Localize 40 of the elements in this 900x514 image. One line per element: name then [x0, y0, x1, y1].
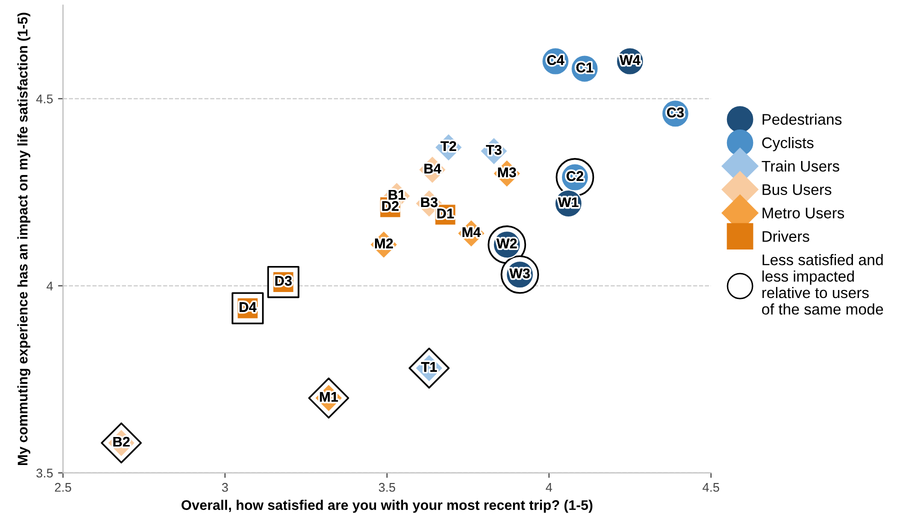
annotation: W3 [509, 268, 530, 278]
annotation: D3 [275, 276, 292, 286]
legend-label: Train Users [762, 160, 840, 172]
x-tick-label: 4 [546, 483, 552, 492]
legend-label: Bus Users [762, 184, 832, 196]
y-axis-title: My commuting experience has an impact on my life satisfaction (1-5) [17, 12, 30, 465]
annotation: C4 [547, 55, 564, 65]
x-tick-label: 3 [222, 482, 228, 492]
annotation: M1 [320, 392, 338, 402]
x-axis-title: Overall, how satisfied are you with your most recent trip? (1-5) [182, 500, 592, 513]
x-tick-label: 2.5 [54, 482, 72, 492]
annotation: T3 [486, 144, 502, 155]
annotation: D4 [240, 302, 256, 312]
annotation: M4 [462, 227, 481, 237]
annotation: W1 [558, 198, 578, 208]
annotation: D1 [437, 208, 454, 218]
y-tick-label: 4 [46, 282, 53, 290]
y-tick-label: 4.5 [36, 94, 53, 104]
legend-label: Pedestrians [762, 114, 842, 125]
annotation: T1 [421, 362, 437, 372]
legend-label: Cyclists [762, 137, 814, 152]
annotation: D2 [382, 201, 399, 211]
annotation: B4 [424, 164, 442, 174]
annotation: W4 [620, 55, 640, 65]
annotation: M3 [498, 167, 516, 178]
legend-label: Metro Users [762, 208, 844, 218]
annotation: C2 [566, 171, 584, 181]
x-tick-label: 3.5 [378, 482, 396, 492]
annotation: T2 [440, 141, 456, 151]
legend-label: Drivers [762, 230, 810, 242]
annotation: W2 [496, 238, 517, 248]
annotation: M2 [375, 238, 393, 248]
legend-label: Less satisfied and less impacted relative to users of the same mode [762, 254, 884, 315]
annotation: B1 [388, 190, 406, 200]
annotation: C3 [667, 108, 684, 118]
annotation: C1 [576, 62, 594, 72]
annotation: B3 [421, 197, 438, 208]
annotation: B2 [113, 436, 130, 447]
y-tick-label: 3.5 [36, 468, 53, 478]
x-tick-label: 4.5 [702, 483, 720, 492]
